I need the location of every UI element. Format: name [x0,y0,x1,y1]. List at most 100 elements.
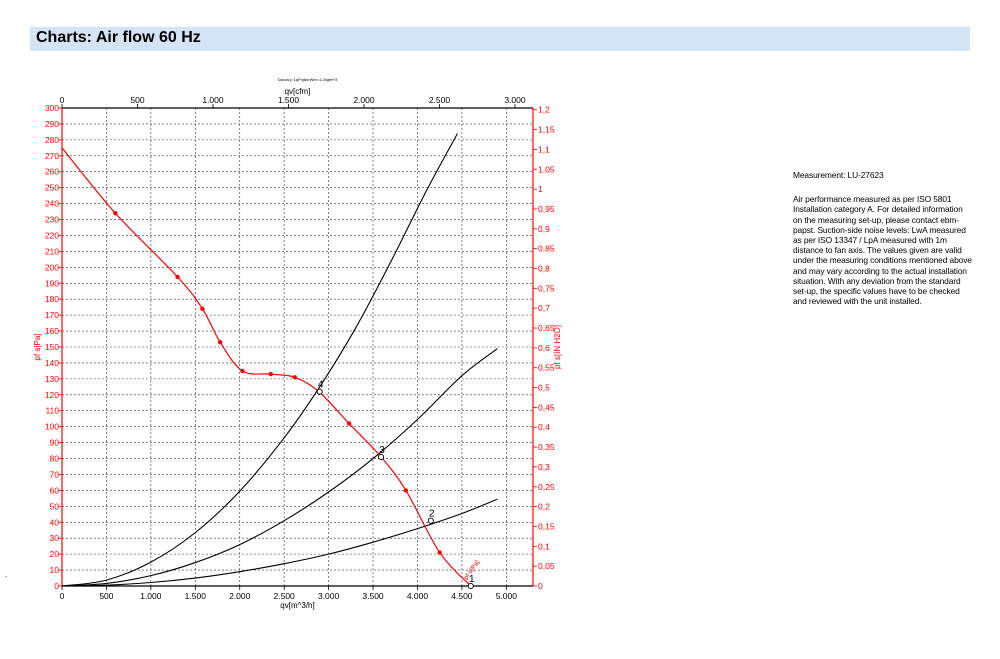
x-tick-label: 2.000 [229,591,251,601]
stray-mark: . [5,570,8,579]
x-tick-label: 3.500 [362,591,384,601]
y2-tick-label: 0,65 [538,323,555,333]
y-tick-label: 180 [45,294,59,304]
y2-tick-label: 0,6 [538,343,550,353]
x2-tick-label: 1.000 [202,95,224,105]
y-tick-label: 170 [45,310,59,320]
operating-point-label-4: 4 [318,380,324,391]
y2-tick-label: 0,95 [538,204,555,214]
system-curve-3 [61,133,458,587]
y-tick-label: 110 [45,406,59,416]
page-title: Charts: Air flow 60 Hz [36,29,201,46]
x-tick-label: 1.500 [185,591,207,601]
y2-tick-label: 0,35 [538,442,555,452]
x-tick-label: 3.000 [318,591,340,601]
x2-tick-label: 2.500 [429,95,451,105]
y-tick-label: 210 [45,246,59,256]
y-tick-label: 60 [50,485,60,495]
fan-curve-point [437,550,442,555]
y2-tick-label: 1,15 [538,125,555,135]
x-tick-label: 4.500 [451,591,473,601]
operating-point-label-1: 1 [469,574,475,585]
operating-point-4 [316,388,323,395]
fan-curve [61,147,472,587]
x2-tick-label: 1.500 [278,95,300,105]
y-tick-label: 290 [45,119,59,129]
y-tick-label: 300 [45,103,59,113]
y2-tick-label: 0,8 [538,263,550,273]
fan-curve-point [403,488,409,493]
y2-tick-label: 0,55 [538,363,555,373]
x-axis-label: qv[m^3/h] [280,601,314,610]
operating-point-1 [467,582,474,590]
y2-axis-label: pf s[IN H2O] [553,325,562,369]
chart-small-caption: Dacos:p 1qPnj8nrWre=1,2sgfm*3 [278,77,338,82]
x2-tick-label: 2.000 [353,95,375,105]
y2-tick-label: 0,25 [538,482,555,492]
fan-curve-point [292,375,298,380]
operating-point-label-3: 3 [379,445,385,456]
y-tick-label: 50 [50,501,60,511]
x-tick-label: 4.000 [407,591,429,601]
y-tick-label: 0 [54,581,59,591]
fan-curve-point [200,306,205,311]
y-tick-label: 270 [45,151,59,161]
y-tick-label: 20 [50,549,60,559]
y2-tick-label: 0,1 [538,541,550,551]
x-tick-label: 0 [60,591,65,601]
x2-tick-label: 0 [60,95,65,105]
y-tick-label: 130 [45,374,59,384]
y-tick-label: 80 [50,454,60,464]
y-tick-label: 70 [50,469,60,479]
y2-tick-label: 0,15 [538,521,555,531]
y-tick-label: 40 [50,517,60,527]
header-bar: Charts: Air flow 60 Hz [30,27,970,51]
operating-point-3 [377,453,385,460]
y-tick-label: 150 [45,342,59,352]
y-tick-label: 200 [45,262,59,272]
system-curve-1 [61,498,498,587]
x-tick-label: 500 [99,591,113,601]
y2-tick-label: 0,05 [538,561,555,571]
x-tick-label: 5.000 [496,591,518,601]
y-tick-label: 230 [45,215,59,225]
measurement-notes: Measurement: LU-27623 Air performance me… [793,170,973,306]
y2-tick-label: 0,2 [538,502,550,512]
x2-tick-label: 500 [130,95,144,105]
fan-curve-point [217,340,223,345]
y2-tick-label: 0,45 [538,402,555,412]
y2-tick-label: 0,5 [538,383,550,393]
y-tick-label: 30 [50,533,60,543]
y-axis-label: pf s[Pa] [33,333,42,360]
operating-point-label-2: 2 [429,509,435,520]
y2-tick-label: 0,85 [538,244,555,254]
measurement-label: Measurement: LU-27623 [793,170,884,180]
measurement-description: Air performance measured as per ISO 5801… [793,194,972,307]
y2-tick-label: 0,3 [538,462,550,472]
x-tick-label: 1.000 [140,591,162,601]
y-tick-label: 100 [45,422,59,432]
y2-tick-label: 0,9 [538,224,550,234]
y2-tick-label: 1 [538,184,543,194]
y2-tick-label: 0,4 [538,422,550,432]
y-tick-label: 240 [45,199,59,209]
y-tick-label: 220 [45,230,59,240]
fan-curve-point [346,421,352,426]
y-tick-label: 280 [45,135,59,145]
x-tick-label: 2.500 [274,591,296,601]
y2-tick-label: 1,05 [538,164,555,174]
system-curve-2 [61,348,498,587]
y-tick-label: 120 [45,390,59,400]
y-tick-label: 190 [45,278,59,288]
y-tick-label: 260 [45,167,59,177]
y-tick-label: 250 [45,183,59,193]
fan-curve-point [268,371,274,377]
y2-tick-label: 0 [538,581,543,591]
y2-tick-label: 0,75 [538,283,555,293]
y2-tick-label: 1,2 [538,105,550,115]
y2-tick-label: 1,1 [538,144,550,154]
x2-tick-label: 3.000 [504,95,526,105]
y-tick-label: 140 [45,358,59,368]
y2-tick-label: 0,7 [538,303,550,313]
